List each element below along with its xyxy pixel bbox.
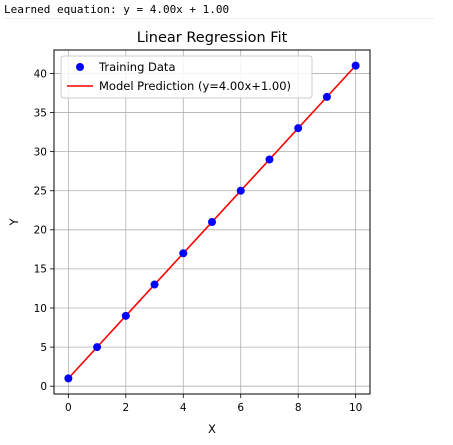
legend-label-training-data: Training Data <box>98 60 176 74</box>
training-data-point <box>93 343 102 352</box>
training-data-point <box>121 311 130 320</box>
training-data-point <box>294 124 303 133</box>
x-tick-label: 0 <box>65 402 72 414</box>
console-output: Learned equation: y = 4.00x + 1.00 <box>4 2 434 19</box>
legend-label-model-prediction: Model Prediction (y=4.00x+1.00) <box>99 79 291 93</box>
legend-marker-training-data <box>76 63 84 71</box>
chart-title: Linear Regression Fit <box>137 30 288 46</box>
y-tick-label: 20 <box>34 225 47 237</box>
x-axis-label: X <box>208 422 216 436</box>
point-layer <box>64 61 360 383</box>
x-tick-label: 2 <box>122 402 129 414</box>
y-tick-label: 35 <box>34 107 47 119</box>
y-tick-label: 30 <box>34 146 47 158</box>
legend-box <box>60 55 313 99</box>
y-tick-label: 25 <box>34 186 47 198</box>
y-tick-label: 0 <box>40 381 47 393</box>
y-tick-label: 10 <box>34 303 47 315</box>
training-data-point <box>208 218 216 226</box>
y-tick-label: 15 <box>34 264 47 276</box>
y-tick-label: 5 <box>40 342 47 354</box>
x-tick-label: 10 <box>349 402 362 414</box>
legend: Training Data Model Prediction (y=4.00x+… <box>60 55 313 99</box>
tick-layer: 0 2 4 6 8 10 0 5 10 15 20 25 30 35 40 <box>34 68 363 414</box>
training-data-point <box>322 92 331 101</box>
training-data-point <box>64 374 73 383</box>
x-tick-label: 8 <box>295 402 302 414</box>
training-data-point <box>236 186 245 195</box>
plot-frame <box>53 49 371 395</box>
grid-layer <box>54 50 370 394</box>
x-tick-label: 6 <box>237 402 244 414</box>
training-data-point <box>179 249 188 258</box>
training-data-point <box>265 155 274 164</box>
x-tick-label: 4 <box>180 402 187 414</box>
training-data-point <box>150 280 159 289</box>
chart-svg: Linear Regression Fit 0 2 4 6 8 10 0 5 10 15 20 25 3… <box>7 30 371 436</box>
y-axis-label: Y <box>7 218 21 227</box>
y-tick-label: 40 <box>34 68 47 80</box>
training-data-point <box>351 61 360 70</box>
chart-figure: Linear Regression Fit 0 2 4 6 8 10 0 5 10 15 20 25 3… <box>0 20 453 440</box>
